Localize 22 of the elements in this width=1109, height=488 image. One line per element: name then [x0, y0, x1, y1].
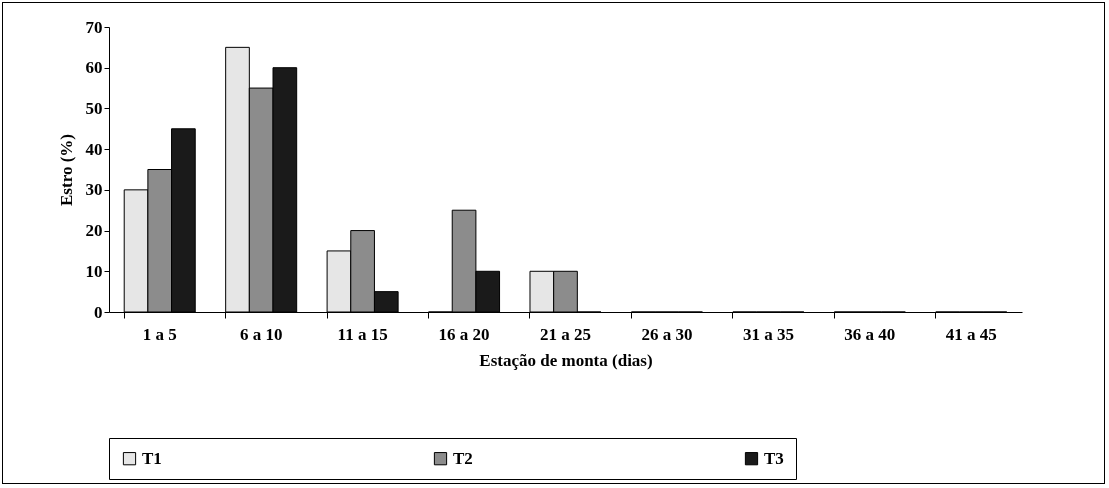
x-tick-label: 11 a 15 — [337, 324, 388, 344]
y-tick-label: 20 — [85, 221, 103, 241]
x-axis-title: Estação de monta (dias) — [479, 350, 653, 370]
x-tick-label: 41 a 45 — [945, 324, 997, 344]
y-tick-label: 30 — [85, 180, 103, 200]
legend-label: T1 — [142, 448, 162, 468]
y-tick-label: 50 — [85, 98, 103, 118]
y-tick-label: 60 — [85, 58, 103, 78]
x-tick-label: 31 a 35 — [742, 324, 794, 344]
x-tick-label: 6 a 10 — [239, 324, 283, 344]
x-tick-label: 36 a 40 — [844, 324, 896, 344]
x-tick-label: 1 a 5 — [142, 324, 177, 344]
y-axis-title: Estro (%) — [56, 134, 76, 206]
x-tick-label: 21 a 25 — [540, 324, 591, 344]
y-tick-label: 70 — [85, 17, 103, 37]
legend-label: T3 — [764, 448, 784, 468]
x-tick-label: 16 a 20 — [438, 324, 490, 344]
x-tick-label: 26 a 30 — [641, 324, 693, 344]
legend-label: T2 — [453, 448, 473, 468]
y-tick-label: 10 — [85, 261, 103, 281]
y-tick-label: 40 — [85, 139, 103, 159]
y-tick-label: 0 — [94, 302, 103, 322]
